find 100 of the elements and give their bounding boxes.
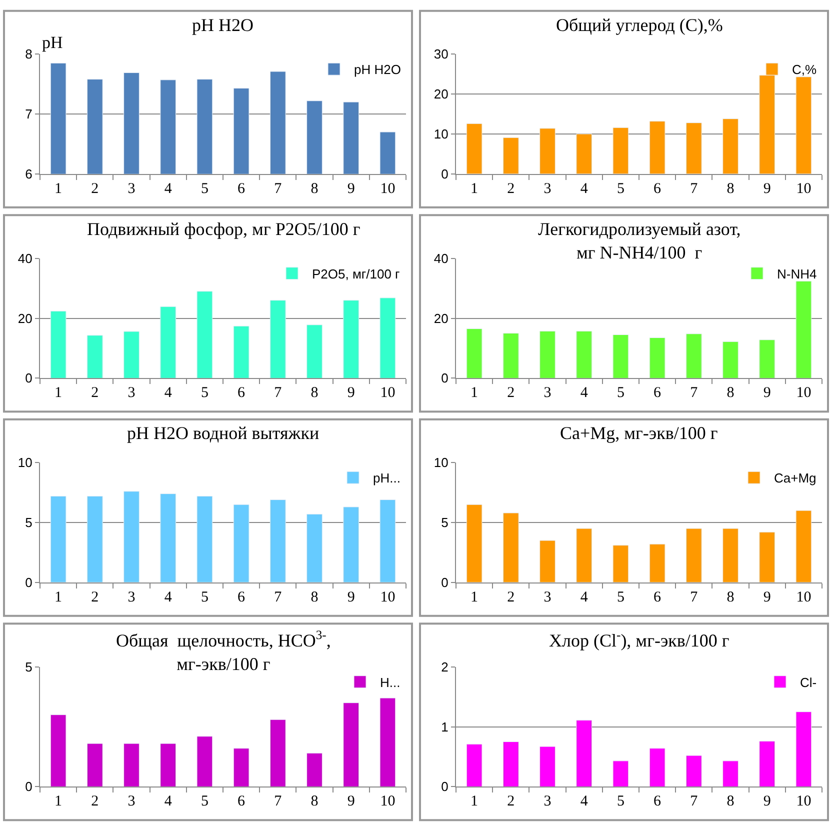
x-tick-label: 2	[91, 385, 99, 402]
bar	[612, 127, 629, 174]
chart-title: Общая щелочность, HCO$^{3-}$, мг-экв/100 г	[116, 628, 331, 674]
bar	[576, 134, 592, 174]
y-tick-label: 7	[25, 106, 32, 122]
x-tick-label: 9	[347, 180, 355, 197]
x-tick-label: 3	[128, 589, 136, 606]
y-tick-label: 10	[18, 455, 32, 470]
x-tick-label: 1	[470, 385, 478, 402]
x-tick-label: 9	[347, 589, 355, 606]
bar	[576, 528, 592, 582]
x-tick-label: 1	[470, 180, 478, 197]
x-tick-label: 1	[54, 589, 62, 606]
x-tick-label: 3	[128, 180, 136, 197]
x-tick-label: 3	[128, 794, 136, 810]
bar	[343, 702, 360, 787]
bar	[196, 496, 213, 582]
x-tick-label: 5	[200, 180, 208, 197]
x-tick-label: 10	[380, 794, 396, 810]
bar	[466, 123, 482, 174]
x-tick-label: 4	[164, 589, 172, 606]
y-tick-label: 1	[441, 719, 448, 734]
x-tick-label: 5	[616, 180, 624, 197]
bar	[796, 280, 812, 378]
x-tick-label: 2	[507, 385, 515, 402]
x-tick-label: 4	[164, 385, 172, 402]
chart-title: Хлор (Cl$^{-}$), мг-экв/100 г	[549, 628, 730, 651]
bar	[233, 748, 250, 787]
bar	[270, 719, 286, 787]
x-tick-label: 10	[796, 794, 812, 810]
bar	[502, 512, 519, 582]
x-tick-label: 8	[310, 180, 318, 197]
x-tick-label: 7	[690, 589, 698, 606]
bar	[686, 122, 702, 174]
x-tick-label: 6	[654, 794, 662, 810]
bar	[270, 500, 286, 582]
bar	[540, 746, 556, 787]
bar	[686, 528, 702, 582]
x-tick-label: 5	[616, 385, 624, 402]
x-tick-label: 4	[580, 589, 588, 606]
bar	[86, 496, 103, 582]
bar	[576, 330, 592, 378]
x-tick-label: 1	[54, 180, 62, 197]
legend-label: Cl-	[800, 674, 817, 690]
x-tick-label: 7	[274, 589, 282, 606]
bar	[380, 500, 396, 582]
x-tick-label: 2	[507, 794, 515, 810]
legend-label: P2O5, мг/100 г	[312, 266, 400, 282]
bar	[540, 540, 556, 582]
x-tick-label: 4	[580, 794, 588, 810]
bar	[86, 335, 103, 378]
y-tick-label: 0	[25, 574, 32, 590]
x-tick-label: 2	[91, 589, 99, 606]
legend-label: H...	[380, 674, 400, 690]
legend-label: С,%	[792, 62, 817, 78]
bar	[196, 291, 213, 378]
bar	[686, 334, 702, 378]
bar	[270, 300, 286, 378]
x-tick-label: 5	[200, 589, 208, 606]
legend-label: N-NH4	[777, 266, 817, 282]
bar	[649, 338, 666, 378]
bar	[502, 742, 519, 787]
bar	[466, 328, 482, 378]
x-tick-label: 10	[796, 589, 812, 606]
x-tick-label: 6	[238, 385, 246, 402]
x-tick-label: 8	[310, 385, 318, 402]
x-tick-label: 1	[470, 794, 478, 810]
y-tick-label: 20	[434, 310, 448, 326]
x-tick-label: 10	[380, 385, 396, 402]
x-tick-label: 5	[616, 589, 624, 606]
x-tick-label: 6	[654, 385, 662, 402]
bar	[722, 760, 738, 787]
bar	[540, 330, 556, 378]
x-tick-label: 4	[580, 385, 588, 402]
x-tick-label: 10	[796, 385, 812, 402]
bar	[380, 298, 396, 378]
bar	[50, 310, 66, 378]
y-tick-label: 10	[434, 126, 448, 142]
bar	[160, 306, 176, 378]
bar	[649, 748, 666, 787]
bar	[343, 506, 360, 582]
x-tick-label: 7	[690, 385, 698, 402]
chart-title: Подвижный фосфор, мг P2O5/100 г	[87, 219, 360, 239]
x-tick-label: 10	[380, 180, 396, 197]
x-tick-label: 7	[274, 794, 282, 810]
bar	[124, 743, 140, 787]
y-tick-label: 30	[434, 46, 448, 62]
x-tick-label: 1	[54, 385, 62, 402]
x-tick-label: 2	[91, 794, 99, 810]
bar	[612, 334, 629, 378]
bar	[722, 528, 738, 582]
x-tick-label: 10	[380, 589, 396, 606]
bar	[160, 743, 176, 787]
x-tick-label: 6	[238, 794, 246, 810]
y-tick-label: 0	[25, 370, 32, 386]
bar	[306, 752, 322, 787]
x-tick-label: 7	[274, 180, 282, 197]
x-tick-label: 2	[507, 180, 515, 197]
bar	[233, 504, 250, 582]
bar	[576, 720, 592, 787]
